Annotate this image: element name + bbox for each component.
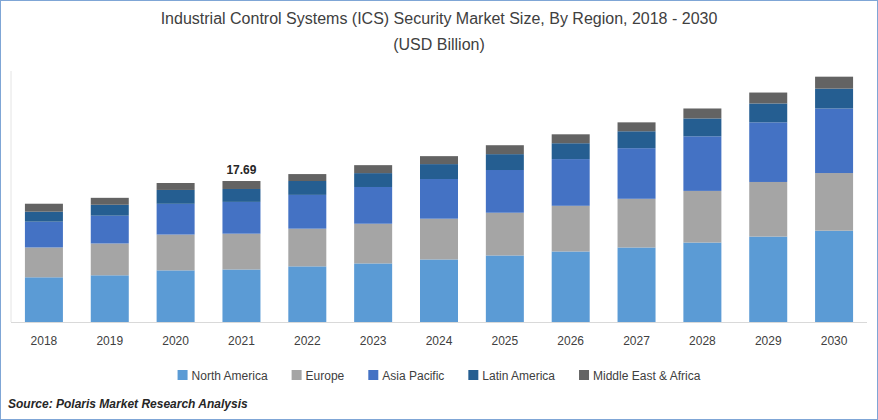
x-tick-label: 2030 — [821, 334, 848, 348]
bar-segment — [91, 243, 129, 275]
bars — [25, 77, 853, 322]
legend-swatch — [468, 370, 478, 380]
bar-segment — [683, 191, 721, 243]
bar-segment — [749, 103, 787, 122]
x-tick-label: 2023 — [360, 334, 387, 348]
subtitle: (USD Billion) — [393, 36, 485, 53]
legend-swatch — [579, 370, 589, 380]
bar-segment — [815, 108, 853, 173]
bar-segment — [420, 179, 458, 219]
x-tick-label: 2022 — [294, 334, 321, 348]
x-tick-label: 2025 — [491, 334, 518, 348]
bar-segment — [815, 173, 853, 231]
bar-segment — [25, 247, 63, 277]
bar-segment — [486, 154, 524, 170]
bar-segment — [91, 275, 129, 322]
legend-swatch — [292, 370, 302, 380]
bar-segment — [552, 134, 590, 143]
bar-segment — [618, 148, 656, 199]
x-axis — [11, 322, 867, 323]
bar-segment — [683, 243, 721, 322]
legend-label: Latin America — [482, 369, 555, 383]
bar-segment — [288, 266, 326, 322]
x-tick-label: 2024 — [426, 334, 453, 348]
bar-segment — [683, 136, 721, 191]
bar-segment — [815, 77, 853, 89]
bar-segment — [815, 89, 853, 109]
bar-segment — [420, 259, 458, 322]
legend-label: North America — [192, 369, 268, 383]
bar-segment — [91, 198, 129, 205]
bar-segment — [749, 237, 787, 322]
bar-segment — [618, 247, 656, 322]
legend-label: Asia Pacific — [382, 369, 444, 383]
x-tick-label: 2029 — [755, 334, 782, 348]
bar-segment — [157, 235, 195, 271]
bar-segment — [683, 118, 721, 136]
bar-segment — [420, 164, 458, 179]
legend: North America Europe Asia Pacific Latin Ame… — [178, 369, 701, 383]
y-axis — [11, 71, 12, 322]
bar-segment — [157, 204, 195, 235]
bar-segment — [420, 219, 458, 260]
bar-segment — [354, 224, 392, 264]
bar-segment — [222, 234, 260, 270]
bar-segment — [749, 93, 787, 104]
bar-segment — [25, 277, 63, 322]
bar-segment — [91, 216, 129, 244]
bar-segment — [222, 189, 260, 202]
bar-segment — [354, 173, 392, 187]
x-tick-label: 2026 — [557, 334, 584, 348]
x-tick-label: 2019 — [96, 334, 123, 348]
bar-segment — [618, 122, 656, 131]
bar-segment — [288, 229, 326, 267]
x-tick-label: 2020 — [162, 334, 189, 348]
bar-segment — [552, 143, 590, 159]
source: Source: Polaris Market Research Analysis — [8, 397, 248, 411]
bar-segment — [486, 170, 524, 213]
x-tick-label: 2018 — [31, 334, 58, 348]
bar-segment — [288, 195, 326, 229]
bar-segment — [486, 145, 524, 154]
bar-segment — [25, 212, 63, 222]
bar-segment — [815, 231, 853, 322]
bar-segment — [683, 108, 721, 118]
bar-segment — [25, 222, 63, 248]
bar-segment — [222, 202, 260, 234]
bar-segment — [222, 269, 260, 322]
annotation: 17.69 — [226, 163, 256, 177]
bar-segment — [420, 156, 458, 164]
bar-segment — [552, 159, 590, 206]
bar-segment — [157, 270, 195, 322]
bar-segment — [486, 255, 524, 322]
bar-segment — [749, 122, 787, 182]
bar-segment — [25, 204, 63, 212]
x-tick-label: 2028 — [689, 334, 716, 348]
bar-segment — [354, 187, 392, 224]
bar-segment — [552, 206, 590, 252]
bar-segment — [157, 190, 195, 204]
bar-segment — [486, 213, 524, 256]
legend-label: Europe — [306, 369, 345, 383]
bar-segment — [288, 174, 326, 181]
bar-segment — [91, 205, 129, 216]
bar-segment — [618, 131, 656, 148]
bar-segment — [618, 199, 656, 248]
x-tick-label: 2021 — [228, 334, 255, 348]
bar-segment — [222, 181, 260, 189]
x-tick-label: 2027 — [623, 334, 650, 348]
bar-segment — [354, 263, 392, 322]
bar-segment — [749, 182, 787, 237]
bar-segment — [288, 181, 326, 195]
title: Industrial Control Systems (ICS) Securit… — [161, 10, 718, 27]
bar-segment — [552, 251, 590, 322]
frame — [1, 1, 878, 420]
legend-swatch — [178, 370, 188, 380]
chart: Industrial Control Systems (ICS) Securit… — [0, 0, 878, 420]
legend-label: Middle East & Africa — [593, 369, 701, 383]
bar-segment — [354, 165, 392, 173]
bar-segment — [157, 183, 195, 190]
legend-swatch — [368, 370, 378, 380]
